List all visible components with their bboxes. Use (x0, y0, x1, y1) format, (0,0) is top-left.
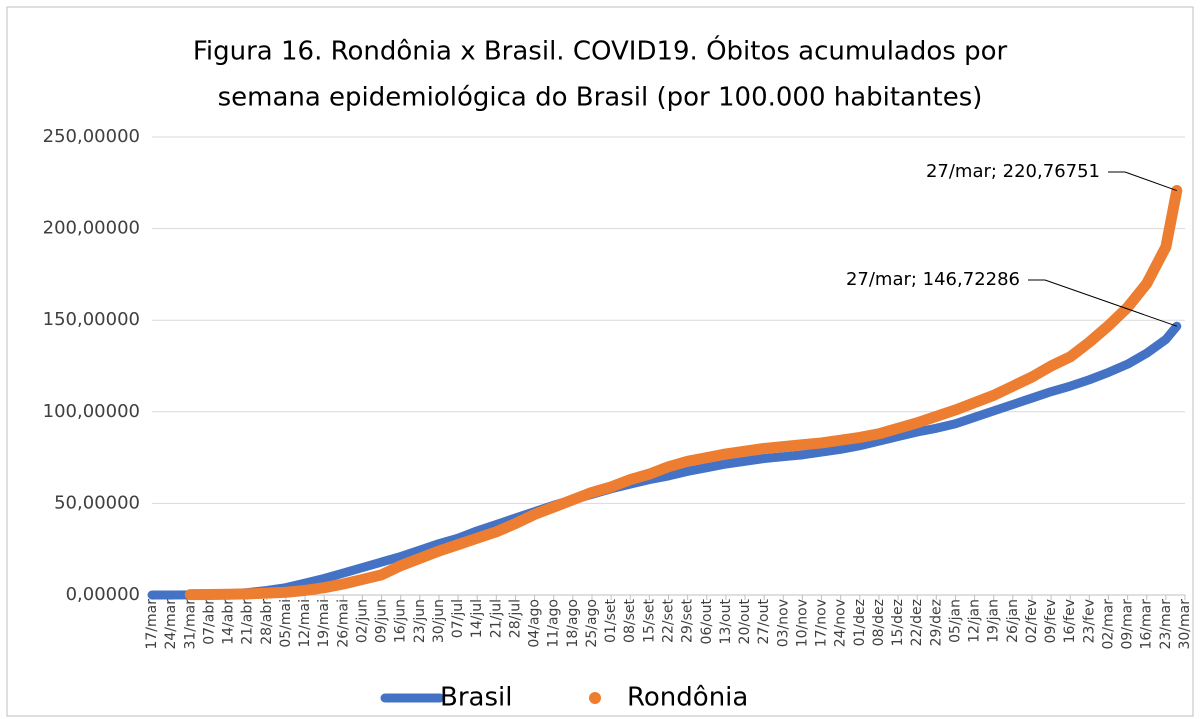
x-tick-label: 09/jun (374, 599, 390, 643)
x-tick-label: 12/jan (967, 599, 983, 643)
x-tick-label: 09/mar (1120, 599, 1136, 650)
x-tick-label: 21/jul (488, 599, 504, 638)
y-tick-label: 150,00000 (43, 309, 140, 330)
x-tick-label: 01/set (603, 598, 619, 642)
x-tick-label: 18/ago (565, 599, 581, 648)
x-tick-label: 08/set (622, 598, 638, 642)
legend-label: Brasil (440, 683, 512, 713)
y-tick-label: 100,00000 (43, 401, 140, 422)
x-tick-label: 28/abr (259, 599, 275, 645)
x-tick-label: 26/jan (1005, 599, 1021, 643)
x-tick-label: 02/fev (1024, 599, 1040, 643)
x-tick-label: 31/mar (182, 599, 198, 650)
x-tick-label: 13/out (718, 598, 734, 644)
data-label: 27/mar; 146,72286 (846, 269, 1020, 290)
x-tick-label: 06/out (699, 598, 715, 644)
y-tick-label: 0,00000 (66, 584, 140, 605)
x-tick-label: 28/jul (507, 599, 523, 638)
chart-title: Figura 16. Rondônia x Brasil. COVID19. Ó… (193, 35, 1008, 67)
x-tick-label: 14/abr (221, 599, 237, 645)
x-tick-label: 14/jul (469, 599, 485, 638)
x-tick-label: 26/mai (335, 599, 351, 648)
x-tick-label: 22/dez (909, 599, 925, 646)
x-tick-label: 17/nov (814, 599, 830, 647)
x-tick-label: 20/out (737, 598, 753, 644)
x-tick-label: 29/set (680, 598, 696, 642)
x-tick-label: 24/mar (163, 599, 179, 650)
data-label: 27/mar; 220,76751 (926, 161, 1100, 182)
x-tick-label: 16/jun (393, 599, 409, 643)
x-tick-label: 02/jun (354, 599, 370, 643)
x-tick-label: 02/mar (1100, 599, 1116, 650)
x-tick-label: 25/ago (584, 599, 600, 648)
x-tick-label: 27/out (756, 598, 772, 644)
leader-line (1124, 171, 1177, 192)
x-tick-label: 29/dez (928, 599, 944, 646)
y-tick-label: 200,00000 (43, 218, 140, 239)
x-tick-label: 05/mai (278, 599, 294, 648)
x-tick-label: 17/mar (144, 599, 160, 650)
legend-swatch (589, 692, 601, 704)
x-tick-label: 15/set (641, 598, 657, 642)
series-line (184, 185, 1183, 601)
x-tick-label: 30/mar (1177, 599, 1193, 650)
leader-line (1044, 279, 1177, 327)
x-tick-label: 08/dez (871, 599, 887, 646)
x-tick-label: 11/ago (546, 599, 562, 648)
x-tick-label: 05/jan (947, 599, 963, 643)
x-tick-label: 10/nov (794, 599, 810, 647)
x-tick-label: 23/mar (1158, 599, 1174, 650)
x-tick-label: 12/mai (297, 599, 313, 648)
y-tick-label: 250,00000 (43, 126, 140, 147)
x-tick-label: 15/dez (890, 599, 906, 646)
chart-title: semana epidemiológica do Brasil (por 100… (218, 83, 983, 113)
series-line (147, 321, 1182, 600)
x-tick-label: 16/mar (1139, 599, 1155, 650)
x-tick-label: 22/set (661, 598, 677, 642)
x-tick-label: 24/nov (833, 599, 849, 647)
x-tick-label: 01/dez (852, 599, 868, 646)
x-tick-label: 19/mai (316, 599, 332, 648)
x-tick-label: 23/fev (1081, 599, 1097, 643)
x-tick-label: 07/abr (201, 599, 217, 645)
x-tick-label: 23/jun (412, 599, 428, 643)
x-tick-label: 21/abr (240, 599, 256, 645)
x-tick-label: 04/ago (527, 599, 543, 648)
x-tick-label: 03/nov (775, 599, 791, 647)
legend-label: Rondônia (627, 683, 748, 713)
x-tick-label: 07/jul (450, 599, 466, 638)
x-tick-label: 09/fev (1043, 599, 1059, 643)
x-tick-label: 16/fev (1062, 599, 1078, 643)
x-tick-label: 19/jan (986, 599, 1002, 643)
y-tick-label: 50,00000 (54, 492, 140, 513)
x-tick-label: 30/jun (431, 599, 447, 643)
